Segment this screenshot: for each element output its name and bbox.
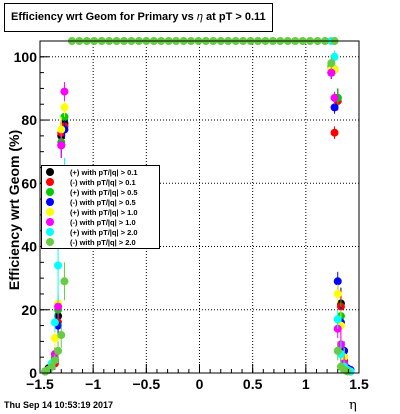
legend-entry: (+) with pT/|q| > 1.0 [46,207,138,217]
legend-marker [46,238,54,246]
y-axis-label: Efficiency wrt Geom (%) [6,129,22,291]
data-point [330,93,339,102]
chart-title: Efficiency wrt Geom for Primary vs η at … [4,3,273,32]
legend-marker [46,198,54,206]
legend-label: (-) with pT/|q| > 2.0 [70,237,136,247]
legend-marker [46,168,54,176]
legend-label: (-) with pT/|q| > 0.5 [70,197,136,207]
data-point [330,128,339,137]
y-tick-label: 0 [29,365,37,381]
data-point [47,362,56,371]
legend-marker [46,178,54,186]
legend-entry: (+) with pT/|q| > 2.0 [46,227,138,237]
grid [40,41,359,373]
data-point [327,68,336,77]
data-point [54,302,63,311]
data-point [50,318,59,327]
data-point [60,277,69,286]
data-point [333,315,342,324]
data-point [333,277,342,286]
data-point [327,59,336,68]
legend-entry: (-) with pT/|q| > 1.0 [46,217,136,227]
data-point [57,331,66,340]
legend-marker [46,208,54,216]
legend-entry: (-) with pT/|q| > 0.1 [46,177,136,187]
legend-label: (+) with pT/|q| > 0.1 [70,167,138,177]
data-point [54,261,63,270]
legend-label: (-) with pT/|q| > 0.1 [70,177,136,187]
legend: (+) with pT/|q| > 0.1 (-) with pT/|q| > 0… [41,165,160,249]
x-tick-label: −0.5 [133,376,161,392]
axes: −1.5 −1 −0.5 0 0.5 1 1.5 0 20 40 60 80 100 [14,40,369,392]
legend-entry: (+) with pT/|q| > 0.5 [46,187,138,197]
title-eta: η [196,11,203,23]
data-point [60,87,69,96]
timestamp: Thu Sep 14 10:53:19 2017 [4,400,114,410]
y-tick-label: 40 [21,239,37,255]
x-tick-label: 0.5 [243,376,263,392]
legend-marker [46,188,54,196]
legend-entry: (-) with pT/|q| > 2.0 [46,237,136,247]
data-point [50,334,59,343]
data-point [57,141,66,150]
data-point [343,367,352,376]
x-tick-label: −1 [85,376,101,392]
legend-marker [46,218,54,226]
x-tick-label: −1.5 [26,376,54,392]
x-tick-label: 1 [302,376,310,392]
x-tick-label: 1.5 [349,376,369,392]
x-tick-label: 0 [196,376,204,392]
data-point [333,346,342,355]
y-tick-label: 100 [14,49,38,65]
data-point [330,52,339,61]
x-axis-label: η [349,398,357,413]
legend-label: (-) with pT/|q| > 1.0 [70,217,136,227]
y-tick-label: 80 [21,112,37,128]
data-point [57,125,66,134]
legend-entry: (+) with pT/|q| > 0.1 [46,167,138,177]
legend-label: (+) with pT/|q| > 2.0 [70,227,138,237]
title-prefix: Efficiency wrt Geom for Primary vs [11,11,197,23]
data-point [330,103,339,112]
data-point [333,289,342,298]
title-suffix: at pT > 0.11 [202,11,266,23]
legend-marker [46,228,54,236]
data-point [50,356,59,365]
legend-entry: (-) with pT/|q| > 0.5 [46,197,136,207]
legend-label: (+) with pT/|q| > 1.0 [70,207,138,217]
legend-label: (+) with pT/|q| > 0.5 [70,187,138,197]
y-tick-label: 60 [21,175,37,191]
y-tick-label: 20 [21,302,37,318]
data-point [60,103,69,112]
data-point [54,346,63,355]
